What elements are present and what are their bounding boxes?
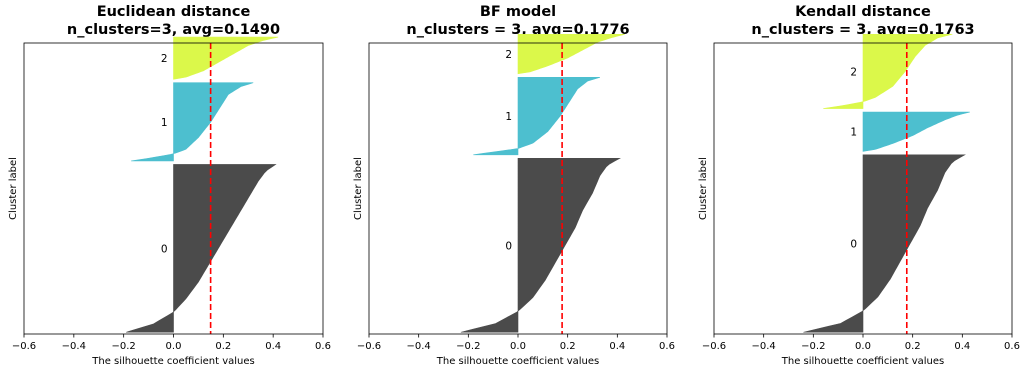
x-tick-label: −0.4	[407, 341, 431, 352]
silhouette-cluster-0	[126, 164, 277, 333]
cluster-label: 1	[850, 127, 857, 139]
x-tick-label: −0.2	[801, 341, 825, 352]
cluster-label: 0	[161, 243, 168, 255]
x-tick-label: −0.6	[12, 341, 36, 352]
subplot-title: BF model	[480, 4, 556, 20]
x-tick-label: 0.2	[215, 341, 231, 352]
silhouette-cluster-2	[517, 33, 625, 75]
cluster-label: 2	[161, 53, 168, 65]
cluster-label: 2	[850, 66, 857, 78]
x-tick-label: 0.4	[954, 341, 970, 352]
x-tick-label: 0.2	[905, 341, 921, 352]
x-axis-label: The silhouette coefficient values	[436, 356, 600, 367]
subplot-title: Kendall distance	[795, 4, 931, 20]
x-axis-label: The silhouette coefficient values	[91, 356, 255, 367]
y-axis-label: Cluster label	[353, 157, 364, 220]
x-tick-label: 0.6	[315, 341, 331, 352]
silhouette-cluster-1	[473, 76, 601, 156]
y-axis-label: Cluster label	[8, 157, 19, 220]
cluster-label: 0	[505, 240, 512, 252]
y-axis-label: Cluster label	[698, 157, 709, 220]
x-tick-label: 0.4	[609, 341, 625, 352]
subplot-1: Euclidean distance n_clusters=3, avg=0.14…	[8, 4, 331, 367]
x-tick-label: −0.2	[112, 341, 136, 352]
cluster-label: 1	[505, 111, 512, 123]
x-tick-label: 0.2	[560, 341, 576, 352]
silhouette-cluster-1	[131, 82, 254, 162]
silhouette-cluster-2	[173, 36, 279, 80]
x-tick-label: −0.4	[752, 341, 776, 352]
x-tick-label: −0.6	[702, 341, 726, 352]
cluster-label: 1	[161, 117, 168, 129]
x-tick-label: 0.0	[166, 341, 182, 352]
subplot-subtitle: n_clusters=3, avg=0.1490	[67, 22, 280, 38]
x-tick-label: −0.6	[357, 341, 381, 352]
silhouette-cluster-0	[460, 157, 621, 333]
cluster-label: 2	[505, 49, 512, 61]
x-tick-label: 0.6	[1004, 341, 1020, 352]
x-tick-label: 0.0	[510, 341, 526, 352]
silhouette-cluster-1	[862, 111, 970, 152]
x-axis-label: The silhouette coefficient values	[781, 356, 945, 367]
silhouette-cluster-0	[803, 154, 966, 333]
x-tick-label: −0.2	[456, 341, 480, 352]
subplot-title: Euclidean distance	[97, 4, 251, 20]
x-tick-label: −0.4	[62, 341, 86, 352]
x-tick-label: 0.4	[265, 341, 281, 352]
silhouette-cluster-2	[823, 33, 953, 109]
x-tick-label: 0.0	[855, 341, 871, 352]
x-tick-label: 0.6	[659, 341, 675, 352]
cluster-label: 0	[850, 239, 857, 251]
